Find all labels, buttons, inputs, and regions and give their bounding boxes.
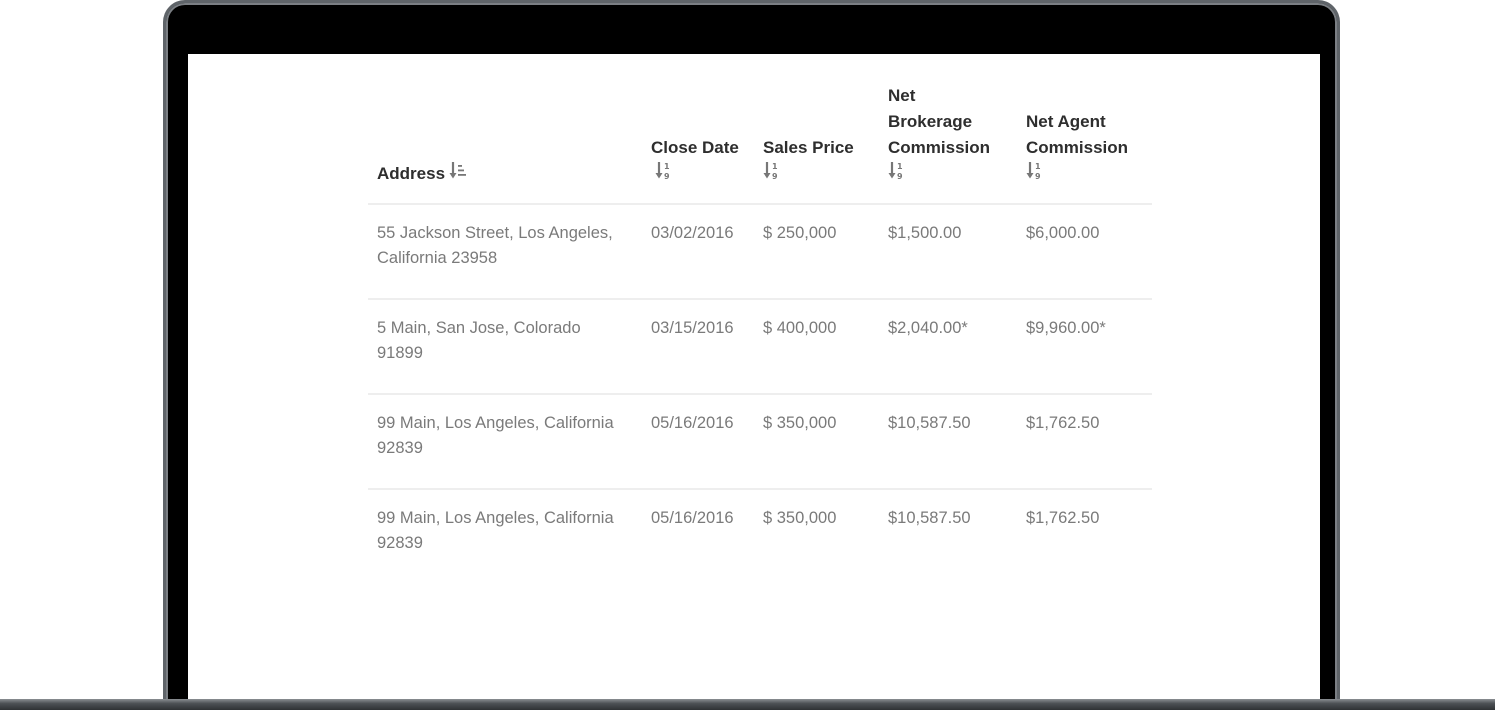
cell-close-date: 05/16/2016 bbox=[651, 509, 734, 527]
cell-net-agent: $9,960.00* bbox=[1026, 319, 1106, 337]
svg-text:1: 1 bbox=[664, 162, 670, 171]
svg-text:9: 9 bbox=[664, 172, 670, 181]
cell-sales-price: $ 400,000 bbox=[763, 319, 837, 337]
transactions-table-container: Address Close Da bbox=[368, 54, 1152, 584]
cell-address: 99 Main, Los Angeles, California 92839 bbox=[377, 509, 614, 552]
cell-net-brokerage: $1,500.00 bbox=[888, 224, 962, 242]
cell-address: 55 Jackson Street, Los Angeles, Californ… bbox=[377, 224, 613, 267]
table-row[interactable]: 99 Main, Los Angeles, California 92839 0… bbox=[368, 394, 1152, 489]
cell-net-agent: $1,762.50 bbox=[1026, 509, 1100, 527]
table-row[interactable]: 99 Main, Los Angeles, California 92839 0… bbox=[368, 489, 1152, 584]
cell-sales-price: $ 350,000 bbox=[763, 414, 837, 432]
table-body: 55 Jackson Street, Los Angeles, Californ… bbox=[368, 204, 1152, 584]
table-header-row: Address Close Da bbox=[368, 54, 1152, 205]
column-header-label: Net Agent Commission bbox=[1026, 112, 1129, 157]
cell-net-agent: $1,762.50 bbox=[1026, 414, 1100, 432]
cell-address: 99 Main, Los Angeles, California 92839 bbox=[377, 414, 614, 457]
svg-text:1: 1 bbox=[772, 162, 778, 171]
cell-close-date: 03/15/2016 bbox=[651, 319, 734, 337]
cell-net-brokerage: $10,587.50 bbox=[888, 509, 971, 527]
svg-text:9: 9 bbox=[1035, 172, 1041, 181]
svg-text:1: 1 bbox=[1035, 162, 1041, 171]
cell-sales-price: $ 250,000 bbox=[763, 224, 837, 242]
sort-alpha-icon[interactable] bbox=[449, 161, 467, 181]
column-header-address[interactable]: Address bbox=[368, 54, 642, 205]
cell-close-date: 03/02/2016 bbox=[651, 224, 734, 242]
laptop-screen: Address Close Da bbox=[188, 54, 1320, 704]
cell-net-brokerage: $10,587.50 bbox=[888, 414, 971, 432]
column-header-label: Address bbox=[377, 164, 446, 183]
laptop-base bbox=[0, 699, 1495, 710]
cell-close-date: 05/16/2016 bbox=[651, 414, 734, 432]
cell-net-brokerage: $2,040.00* bbox=[888, 319, 968, 337]
cell-address: 5 Main, San Jose, Colorado 91899 bbox=[377, 319, 581, 362]
svg-text:9: 9 bbox=[897, 172, 903, 181]
svg-text:9: 9 bbox=[772, 172, 778, 181]
column-header-label: Net Brokerage Commission bbox=[888, 86, 991, 157]
column-header-label: Sales Price bbox=[763, 138, 854, 157]
table-row[interactable]: 55 Jackson Street, Los Angeles, Californ… bbox=[368, 204, 1152, 299]
column-header-label: Close Date bbox=[651, 138, 739, 157]
table-row[interactable]: 5 Main, San Jose, Colorado 91899 03/15/2… bbox=[368, 299, 1152, 394]
transactions-table: Address Close Da bbox=[368, 54, 1152, 584]
cell-net-agent: $6,000.00 bbox=[1026, 224, 1100, 242]
svg-text:1: 1 bbox=[897, 162, 903, 171]
cell-sales-price: $ 350,000 bbox=[763, 509, 837, 527]
